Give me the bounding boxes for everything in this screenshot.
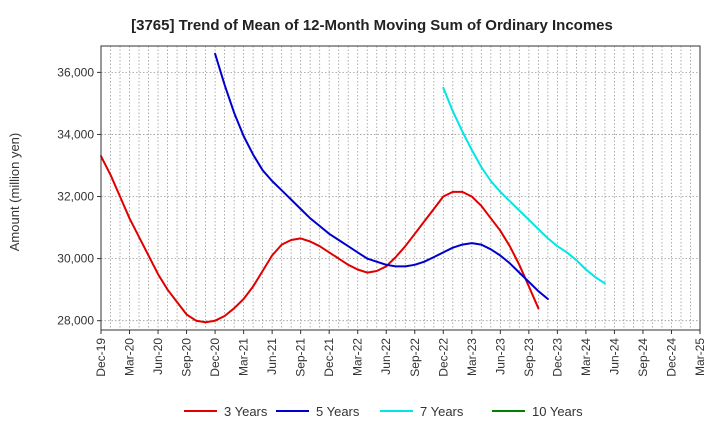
x-tick-label: Dec-23 — [550, 338, 564, 377]
x-tick-label: Sep-24 — [636, 338, 650, 377]
x-tick-label: Sep-20 — [180, 338, 194, 377]
x-tick-label: Mar-23 — [465, 338, 479, 376]
x-tick-label: Mar-25 — [693, 338, 707, 376]
legend-label-10-years: 10 Years — [532, 404, 583, 419]
x-tick-label: Dec-22 — [436, 338, 450, 377]
series-line-5-years — [214, 52, 549, 300]
y-axis: 28,000 30,000 32,000 34,000 36,000 — [57, 65, 101, 328]
x-axis: Dec-19 Mar-20 Jun-20 Sep-20 Dec-20 Mar-21 Jun-… — [94, 330, 707, 377]
x-tick-label: Jun-22 — [379, 338, 393, 375]
x-tick-label: Jun-24 — [607, 338, 621, 375]
x-tick-label: Dec-19 — [94, 338, 108, 377]
x-tick-label: Sep-22 — [408, 338, 422, 377]
x-tick-label: Dec-24 — [664, 338, 678, 377]
y-tick-label: 30,000 — [57, 252, 94, 266]
legend-label-7-years: 7 Years — [420, 404, 464, 419]
x-tick-label: Sep-23 — [522, 338, 536, 377]
y-tick-label: 28,000 — [57, 314, 94, 328]
chart-title: [3765] Trend of Mean of 12-Month Moving … — [131, 17, 613, 34]
legend-label-3-years: 3 Years — [224, 404, 268, 419]
y-tick-label: 34,000 — [57, 127, 94, 141]
x-tick-label: Dec-20 — [208, 338, 222, 377]
x-tick-label: Jun-23 — [493, 338, 507, 375]
y-axis-label: Amount (million yen) — [7, 133, 22, 252]
series-line-3-years — [100, 155, 540, 324]
y-tick-label: 36,000 — [57, 65, 94, 79]
legend-label-5-years: 5 Years — [316, 404, 360, 419]
x-tick-label: Jun-20 — [151, 338, 165, 375]
x-tick-label: Mar-24 — [579, 338, 593, 376]
series-layer — [100, 52, 606, 324]
x-tick-label: Sep-21 — [294, 338, 308, 377]
x-tick-label: Jun-21 — [265, 338, 279, 375]
plot-frame — [100, 45, 701, 331]
x-tick-label: Mar-20 — [123, 338, 137, 376]
x-tick-label: Mar-22 — [351, 338, 365, 376]
x-tick-label: Mar-21 — [237, 338, 251, 376]
grid — [101, 46, 700, 330]
series-line-7-years — [442, 86, 606, 285]
legend: 3 Years 5 Years 7 Years 10 Years — [184, 404, 583, 419]
x-tick-label: Dec-21 — [322, 338, 336, 377]
y-tick-label: 32,000 — [57, 190, 94, 204]
